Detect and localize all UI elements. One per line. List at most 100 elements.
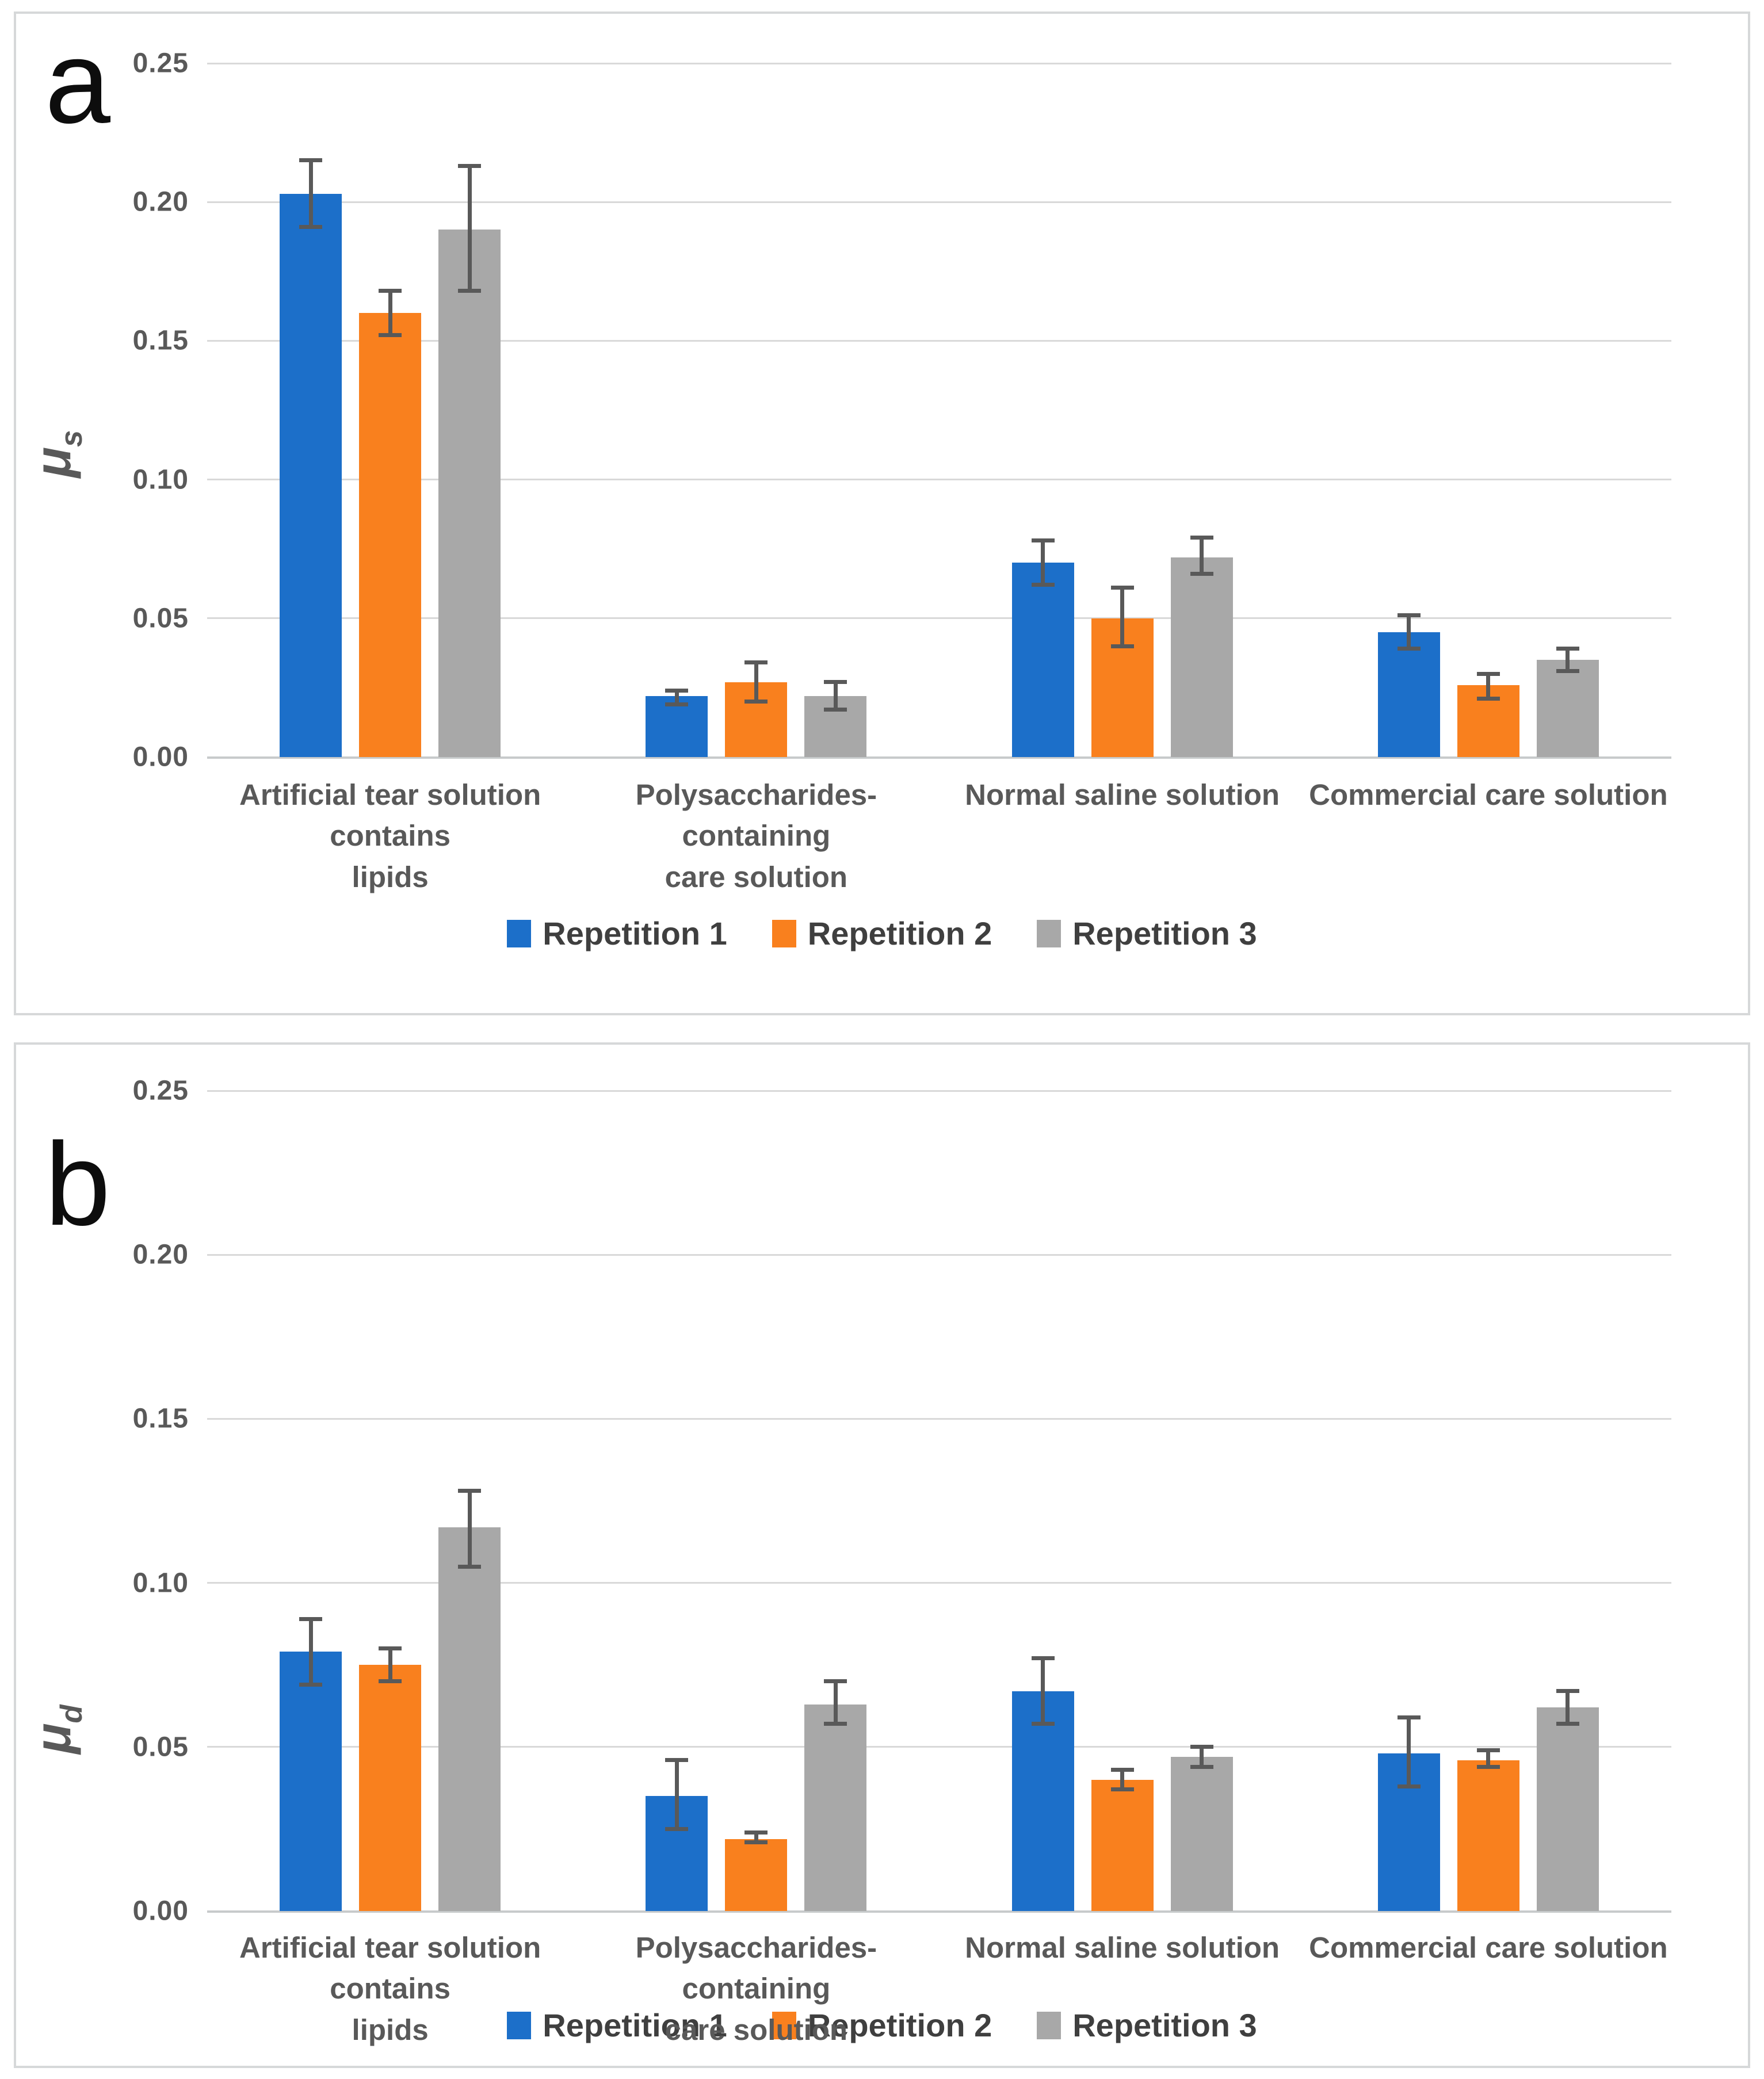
error-bar-cap [744, 1840, 768, 1844]
legend-swatch-repetition-3 [1037, 2011, 1062, 2039]
error-bar-cap [379, 1679, 402, 1684]
error-bar-line [308, 1619, 313, 1685]
legend-swatch-repetition-2 [772, 919, 796, 947]
legend-label: Repetition 1 [543, 915, 727, 951]
legend-swatch-repetition-2 [772, 2011, 796, 2039]
error-bar-cap [1031, 538, 1055, 543]
gridline [207, 62, 1671, 64]
legend-item-repetition-2: Repetition 2 [772, 2007, 992, 2044]
error-bar-cap [1556, 1722, 1579, 1726]
legend-swatch-repetition-1 [507, 2011, 532, 2039]
error-bar-cap [665, 1758, 689, 1763]
legend: Repetition 1 Repetition 2 Repetition 3 [16, 915, 1748, 952]
error-bar-cap [458, 163, 482, 168]
plot-area [207, 62, 1671, 759]
error-bar-line [754, 662, 758, 702]
category-label-artificial-tear: Artificial tear solution contains lipids [239, 1931, 541, 2046]
panel-b: b μd Repetition 1 Repetition 2 Repetition … [14, 1042, 1750, 2068]
error-bar-cap [744, 1830, 768, 1835]
error-bar-line [674, 1760, 679, 1829]
error-bar-cap [1556, 647, 1579, 651]
error-bar-cap [299, 1682, 323, 1687]
gridline [207, 1582, 1671, 1584]
error-bar-line [1200, 1746, 1204, 1767]
legend: Repetition 1 Repetition 2 Repetition 3 [16, 2007, 1748, 2044]
error-bar-cap [1110, 644, 1134, 648]
error-bar-line [754, 1832, 758, 1843]
legend-swatch-repetition-1 [507, 919, 532, 947]
error-bar-line [1566, 648, 1570, 671]
legend-item-repetition-2: Repetition 2 [772, 915, 992, 952]
y-tick-label: 0.05 [132, 603, 189, 634]
error-bar-cap [1397, 1784, 1421, 1788]
error-bar-line [1200, 537, 1204, 574]
bar-normal-saline-rep2 [1091, 1779, 1154, 1911]
error-bar-line [388, 291, 392, 335]
error-bar-cap [1110, 1768, 1134, 1772]
error-bar-cap [744, 660, 768, 665]
error-bar-cap [1397, 1715, 1421, 1719]
error-bar-cap [1397, 647, 1421, 651]
error-bar-line [1407, 1717, 1411, 1787]
error-bar-line [674, 690, 679, 705]
error-bar-cap [458, 1564, 482, 1569]
error-bar-cap [824, 708, 847, 712]
y-tick-label: 0.10 [132, 1568, 189, 1599]
category-label-polysaccharides: Polysaccharides-containing care solution [635, 778, 877, 893]
error-bar-cap [824, 1679, 847, 1684]
error-bar-cap [299, 158, 323, 163]
error-bar-cap [1031, 1722, 1055, 1726]
error-bar-cap [1031, 583, 1055, 587]
y-tick-label: 0.15 [132, 1403, 189, 1434]
bar-commercial-rep1 [1377, 632, 1440, 757]
bar-polysaccharides-rep2 [725, 1839, 788, 1911]
gridline [207, 201, 1671, 203]
error-bar-cap [379, 1646, 402, 1651]
error-bar-cap [665, 702, 689, 706]
error-bar-cap [665, 688, 689, 693]
gridline [207, 1253, 1671, 1256]
y-tick-label: 0.25 [132, 48, 189, 79]
y-tick-label: 0.10 [132, 464, 189, 495]
category-label-commercial: Commercial care solution [1309, 778, 1668, 811]
error-bar-line [1120, 1770, 1125, 1790]
y-tick-label: 0.00 [132, 742, 189, 773]
bar-normal-saline-rep1 [1011, 563, 1074, 757]
error-bar-cap [458, 1489, 482, 1493]
category-label-commercial: Commercial care solution [1309, 1931, 1668, 1964]
error-bar-line [1120, 587, 1125, 647]
bar-commercial-rep3 [1536, 1707, 1599, 1911]
error-bar-cap [299, 1616, 323, 1621]
legend-label: Repetition 2 [807, 915, 992, 951]
error-bar-cap [1476, 697, 1500, 701]
bar-artificial-tear-rep3 [438, 230, 501, 757]
error-bar-cap [1476, 1764, 1500, 1769]
error-bar-cap [1190, 1764, 1213, 1769]
gridline [207, 339, 1671, 342]
error-bar-cap [1190, 572, 1213, 576]
bar-commercial-rep3 [1536, 660, 1599, 757]
legend-label: Repetition 3 [1072, 915, 1257, 951]
gridline [207, 617, 1671, 620]
legend-item-repetition-3: Repetition 3 [1037, 915, 1257, 952]
error-bar-cap [299, 225, 323, 230]
error-bar-line [1041, 1658, 1045, 1724]
error-bar-line [388, 1648, 392, 1681]
error-bar-cap [1556, 668, 1579, 673]
legend-swatch-repetition-3 [1037, 919, 1062, 947]
gridline [207, 1746, 1671, 1748]
error-bar-line [833, 682, 838, 710]
legend-item-repetition-1: Repetition 1 [507, 2007, 727, 2044]
bar-commercial-rep2 [1457, 1760, 1519, 1911]
plot-area [207, 1090, 1671, 1913]
error-bar-line [1041, 540, 1045, 585]
error-bar-line [308, 160, 313, 227]
error-bar-cap [1031, 1656, 1055, 1661]
error-bar-cap [824, 680, 847, 685]
error-bar-line [833, 1681, 838, 1724]
y-tick-label: 0.15 [132, 325, 189, 356]
bar-artificial-tear-rep1 [280, 193, 342, 757]
error-bar-line [1407, 615, 1411, 649]
legend-item-repetition-1: Repetition 1 [507, 915, 727, 952]
error-bar-cap [379, 289, 402, 293]
